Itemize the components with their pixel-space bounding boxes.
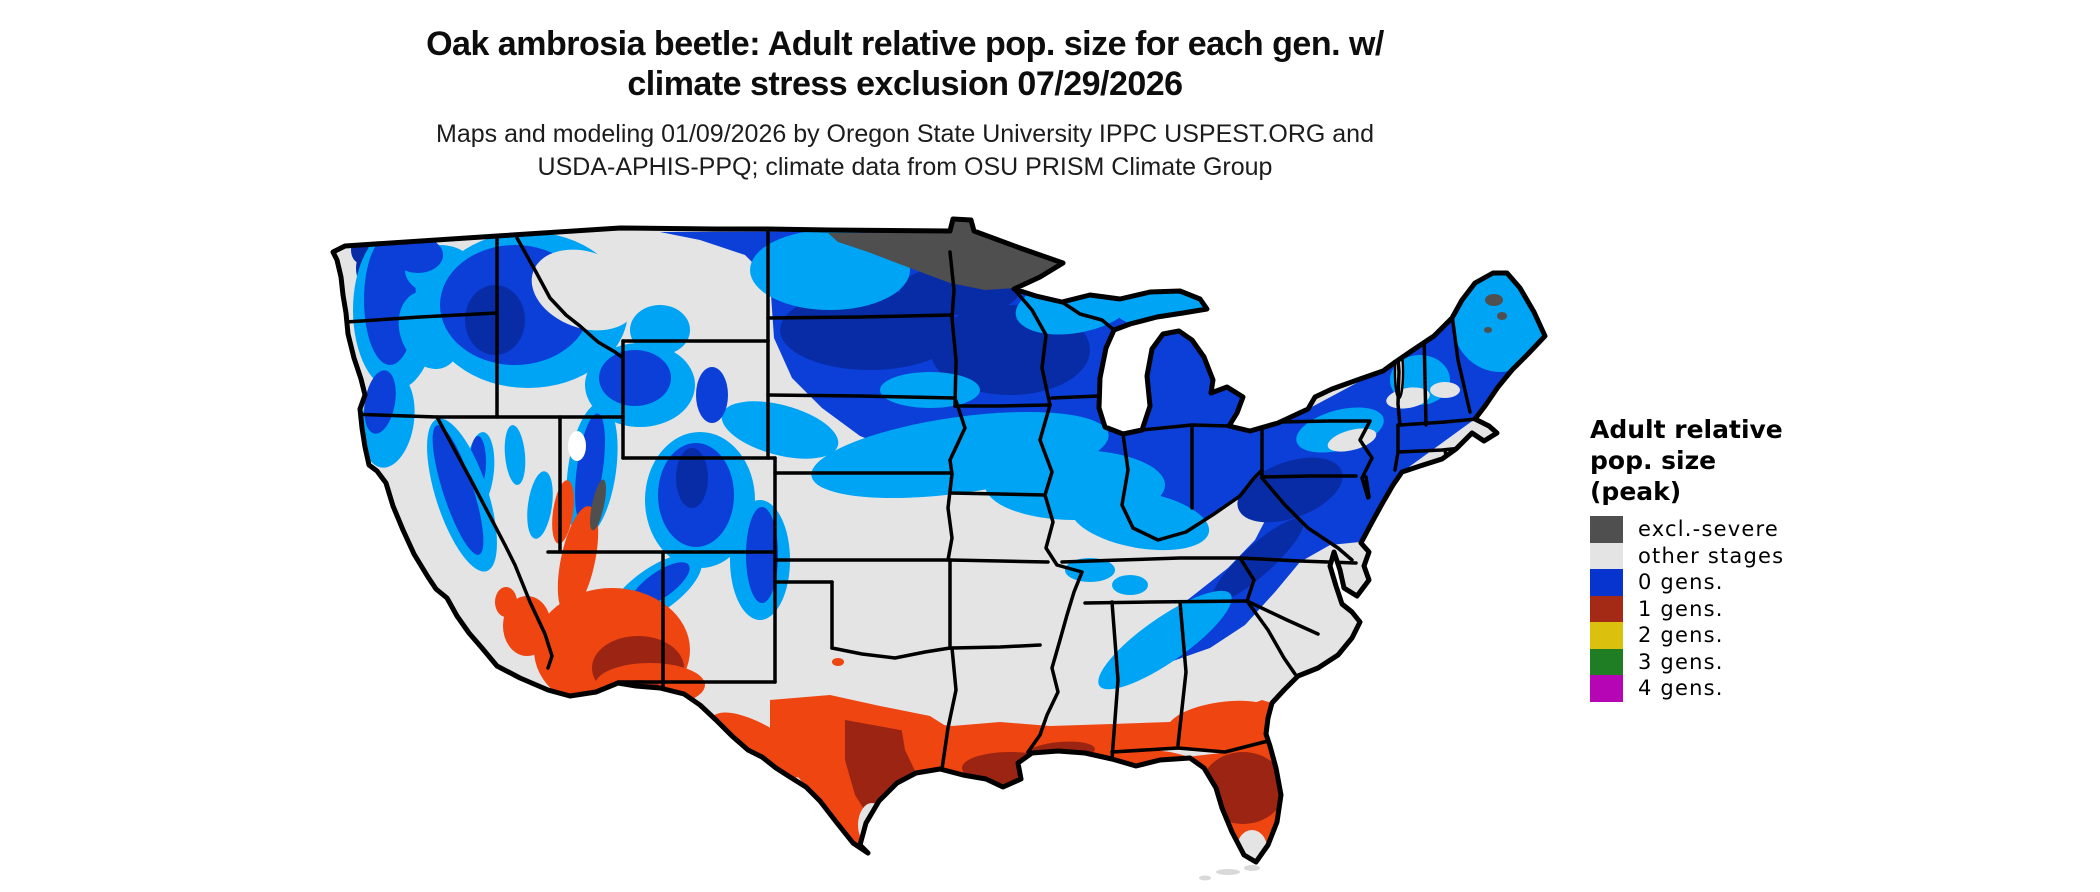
legend-item-label: excl.-severe <box>1638 517 1779 542</box>
map-raster-regions <box>333 219 1545 862</box>
region-excl-severe-north <box>828 220 1060 290</box>
title-line-1: Oak ambrosia beetle: Adult relative pop.… <box>426 25 1384 63</box>
legend-swatch-other-stages <box>1590 542 1623 569</box>
legend-item-label: 3 gens. <box>1638 649 1724 674</box>
legend-item-gen-2: 2 gens. <box>1590 622 1930 649</box>
legend-swatch-gen-0 <box>1590 569 1623 596</box>
legend-swatch-gen-4 <box>1590 675 1623 702</box>
great-salt-lake <box>568 431 586 461</box>
legend-swatch-gen-2 <box>1590 622 1623 649</box>
subtitle-line-1: Maps and modeling 01/09/2026 by Oregon S… <box>436 120 1374 148</box>
legend-swatch-gen-3 <box>1590 648 1623 675</box>
title-line-2: climate stress exclusion 07/29/2026 <box>627 65 1183 103</box>
legend-title: Adult relative pop. size (peak) <box>1590 414 1930 507</box>
legend-item-other-stages: other stages <box>1590 542 1930 569</box>
legend-item-label: other stages <box>1638 543 1785 568</box>
legend-items: excl.-severe other stages 0 gens. 1 gens. 2 … <box>1590 516 1930 702</box>
legend-title-line-2: pop. size <box>1590 446 1717 475</box>
legend: Adult relative pop. size (peak) excl.-se… <box>1590 414 1930 702</box>
page-subtitle: Maps and modeling 01/09/2026 by Oregon S… <box>300 118 1510 184</box>
florida-keys <box>1199 865 1260 881</box>
legend-swatch-gen-1 <box>1590 595 1623 622</box>
legend-item-excl-severe: excl.-severe <box>1590 516 1930 543</box>
state-borders <box>344 227 1479 771</box>
legend-swatch-excl-severe <box>1590 516 1623 543</box>
legend-item-gen-4: 4 gens. <box>1590 675 1930 702</box>
legend-item-gen-0: 0 gens. <box>1590 569 1930 596</box>
us-outline <box>330 216 1548 865</box>
legend-item-label: 2 gens. <box>1638 623 1724 648</box>
legend-item-gen-1: 1 gens. <box>1590 595 1930 622</box>
legend-item-label: 4 gens. <box>1638 676 1724 701</box>
legend-title-line-3: (peak) <box>1590 477 1682 506</box>
legend-item-gen-3: 3 gens. <box>1590 648 1930 675</box>
subtitle-line-2: USDA-APHIS-PPQ; climate data from OSU PR… <box>537 153 1273 181</box>
region-excl-severe-maine-specks <box>1484 294 1507 333</box>
legend-item-label: 1 gens. <box>1638 596 1724 621</box>
page-title: Oak ambrosia beetle: Adult relative pop.… <box>300 24 1510 104</box>
legend-title-line-1: Adult relative <box>1590 415 1783 444</box>
legend-item-label: 0 gens. <box>1638 570 1724 595</box>
